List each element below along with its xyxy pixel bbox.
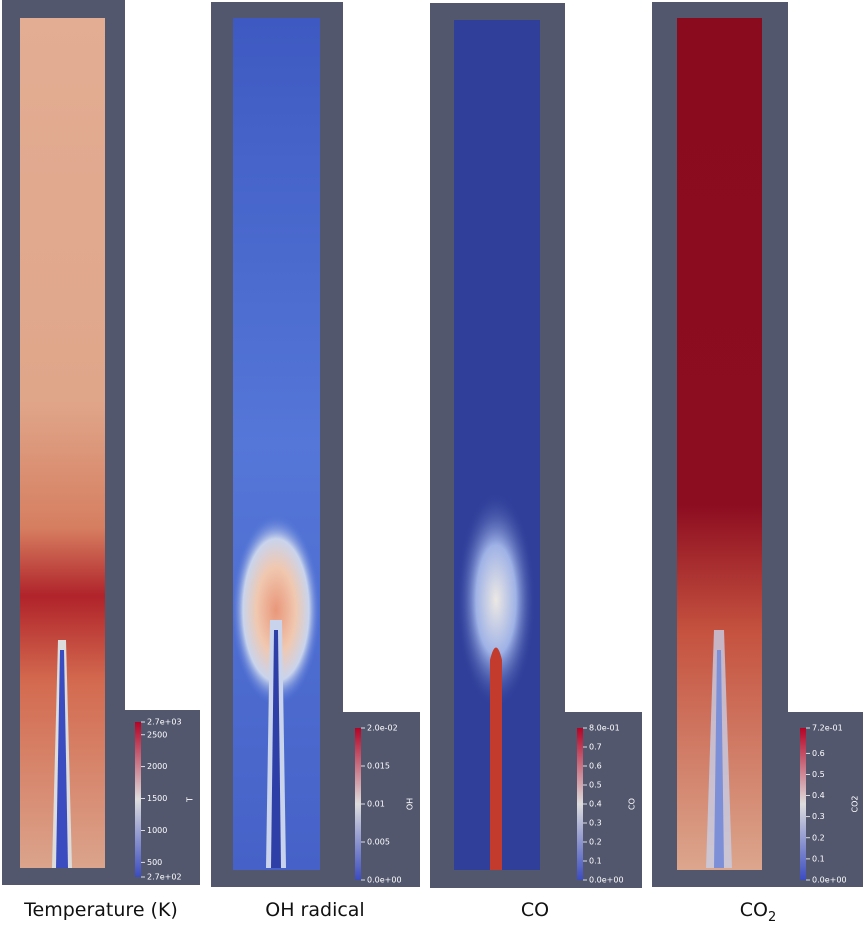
tick-label: 0.1 (589, 857, 602, 866)
tick-label: 0.4 (812, 791, 825, 800)
panel-caption: CO2 (740, 899, 777, 925)
tick-label: 0.3 (589, 819, 602, 828)
colorbar (135, 722, 141, 877)
colorbar (800, 728, 806, 880)
tick-label: 0.005 (367, 838, 390, 847)
tick-label: 0.6 (589, 762, 602, 771)
tick-label: 0.5 (589, 781, 602, 790)
colorbar (577, 728, 583, 880)
tick-label: 0.3 (812, 812, 825, 821)
tick-label: 2500 (147, 730, 167, 739)
panel-caption: CO (521, 899, 549, 921)
co2-field (677, 18, 762, 870)
tick-label: 2000 (147, 762, 167, 771)
panel-caption: Temperature (K) (23, 899, 178, 921)
temperature-field (20, 18, 105, 868)
co-field (454, 20, 540, 870)
tick-label: 8.0e-01 (589, 724, 620, 733)
tick-label: 0.0e+00 (589, 876, 624, 885)
colorbar (355, 728, 361, 880)
tick-label: 500 (147, 858, 162, 867)
tick-label: 0.015 (367, 762, 390, 771)
colorbar-title: T (186, 797, 195, 803)
tick-label: 0.6 (812, 749, 825, 758)
tick-label: 0.7 (589, 743, 602, 752)
colorbar-title: CO2 (851, 796, 860, 813)
caption-text: CO (740, 899, 768, 921)
tick-label: 0.5 (812, 770, 825, 779)
tick-label: 0.2 (812, 833, 825, 842)
tick-label: 0.01 (367, 800, 385, 809)
tick-label: 0.0e+00 (812, 876, 847, 885)
caption-text: CO (521, 899, 549, 921)
colorbar-title: OH (406, 798, 415, 810)
caption-text: OH radical (265, 899, 364, 921)
tick-label: 2.7e+03 (147, 718, 182, 727)
tick-label: 1000 (147, 826, 167, 835)
tick-label: 0.4 (589, 800, 602, 809)
tick-label: 0.0e+00 (367, 876, 402, 885)
tick-label: 0.2 (589, 838, 602, 847)
caption-text: Temperature (K) (23, 899, 178, 921)
tick-label: 2.0e-02 (367, 724, 398, 733)
tick-label: 2.7e+02 (147, 873, 182, 882)
oh-field (232, 18, 320, 870)
tick-label: 0.1 (812, 854, 825, 863)
caption-subscript: 2 (768, 910, 776, 925)
tick-label: 7.2e-01 (812, 724, 843, 733)
tick-label: 1500 (147, 794, 167, 803)
colorbar-title: CO (628, 798, 637, 810)
panel-caption: OH radical (265, 899, 364, 921)
